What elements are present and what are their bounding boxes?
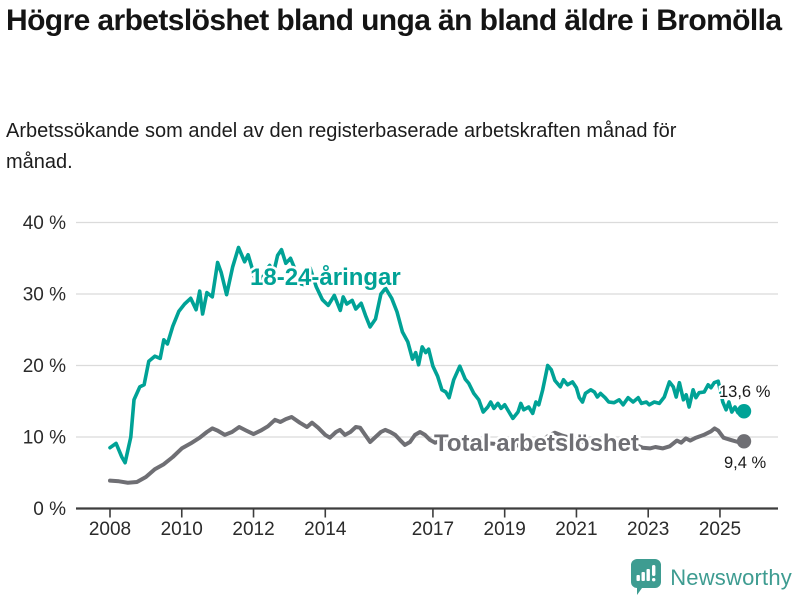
x-axis-label-2019: 2019 <box>484 519 526 540</box>
x-axis-label-2021: 2021 <box>555 519 597 540</box>
logo-bar-1 <box>636 575 641 581</box>
x-axis-label-2025: 2025 <box>699 519 741 540</box>
y-axis-label-10: 10 % <box>23 428 66 449</box>
x-axis-label-2014: 2014 <box>304 519 347 540</box>
series-label-young: 18-24-åringar <box>250 264 401 291</box>
logo-bar-2 <box>641 572 646 581</box>
x-axis-label-2023: 2023 <box>627 519 669 540</box>
newsworthy-logo-icon <box>631 559 662 595</box>
series-line-total <box>108 415 746 485</box>
series-end-dot-total <box>736 434 752 449</box>
x-axis-label-2010: 2010 <box>161 519 203 540</box>
y-axis-label-40: 40 % <box>23 213 66 234</box>
series-label-total: Total arbetslöshet <box>434 430 639 457</box>
y-axis-label-0: 0 % <box>33 499 66 520</box>
brand-name: Newsworthy <box>670 564 792 590</box>
y-axis-label-30: 30 % <box>23 285 66 306</box>
end-value-label-young: 13,6 % <box>719 383 771 401</box>
page-subtitle: Arbetssökande som andel av den registerb… <box>6 120 677 173</box>
logo-exclamation-stem <box>652 565 656 576</box>
end-value-label-total: 9,4 % <box>724 454 767 472</box>
y-axis-label-20: 20 % <box>23 356 66 377</box>
logo-bubble-shape <box>631 559 662 595</box>
x-axis-label-2017: 2017 <box>412 519 454 540</box>
x-axis-label-2008: 2008 <box>89 519 131 540</box>
page-title: Högre arbetslöshet bland unga än bland ä… <box>6 4 782 37</box>
brand-footer: Newsworthy <box>631 559 792 596</box>
logo-exclamation-dot <box>652 578 656 582</box>
x-axis-label-2012: 2012 <box>232 519 274 540</box>
logo-bar-3 <box>646 569 651 581</box>
series-line-young <box>108 245 746 465</box>
series-end-dot-young <box>736 404 752 419</box>
